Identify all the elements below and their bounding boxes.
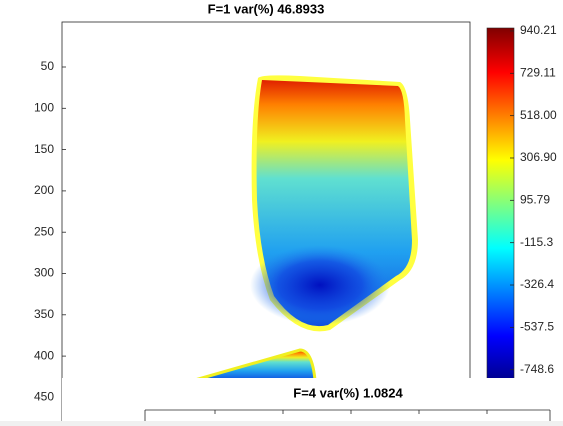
colorbar-tick-label: -537.5 — [520, 320, 554, 334]
image-region — [250, 245, 390, 325]
y-tick-label: 100 — [34, 100, 54, 114]
y-tick-label: 400 — [34, 348, 54, 362]
chart-title: F=1 var(%) 46.8933 — [208, 1, 325, 16]
y-tick-label: 350 — [34, 307, 54, 321]
y-tick-label: 200 — [34, 183, 54, 197]
colorbar-tick-label: 940.21 — [520, 23, 557, 37]
colorbar-tick-label: 95.79 — [520, 193, 550, 207]
y-tick-label: 50 — [41, 59, 55, 73]
colorbar-tick-label: 518.00 — [520, 108, 557, 122]
y-tick-label: 250 — [34, 224, 54, 238]
colorbar — [486, 27, 515, 381]
chart-title: F=4 var(%) 1.0824 — [293, 385, 403, 400]
y-tick-label: 300 — [34, 266, 54, 280]
y-tick-label: 150 — [34, 142, 54, 156]
colorbar-tick-label: -748.6 — [520, 362, 554, 376]
colorbar-tick-label: 729.11 — [520, 65, 556, 79]
axis-ticks — [144, 410, 551, 421]
y-tick-label: 450 — [34, 390, 54, 404]
colorbar-tick-label: -326.4 — [520, 277, 554, 291]
second-window — [62, 378, 563, 421]
colorbar-tick-label: -115.3 — [520, 235, 553, 249]
colorbar-tick-label: 306.90 — [520, 150, 557, 164]
